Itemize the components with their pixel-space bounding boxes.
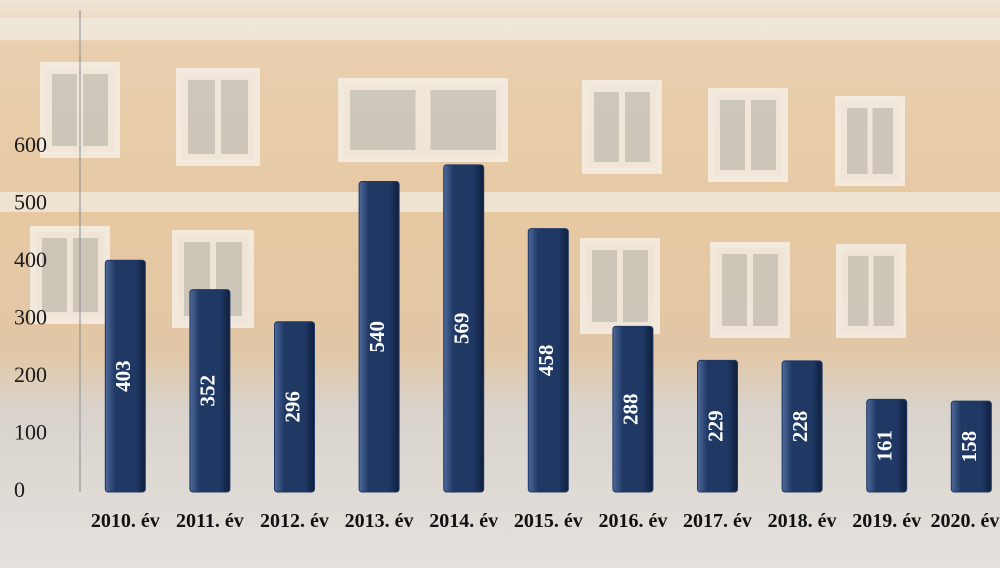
background bbox=[580, 238, 660, 334]
bar bbox=[358, 181, 400, 493]
x-tick-label: 2019. év bbox=[852, 510, 922, 532]
y-tick-label: 300 bbox=[14, 305, 47, 330]
data-label: 161 bbox=[873, 430, 897, 462]
x-tick-label: 2012. év bbox=[260, 510, 329, 532]
data-label: 352 bbox=[196, 375, 220, 407]
background bbox=[0, 18, 1000, 40]
y-tick-label: 400 bbox=[14, 247, 47, 272]
data-label: 229 bbox=[703, 410, 727, 442]
background bbox=[835, 96, 905, 186]
bar bbox=[104, 259, 146, 493]
bar bbox=[950, 400, 992, 493]
data-label: 158 bbox=[957, 431, 981, 463]
x-tick-label: 2011. év bbox=[176, 510, 244, 532]
background bbox=[708, 88, 788, 182]
bar bbox=[612, 325, 654, 493]
data-label: 228 bbox=[788, 411, 812, 443]
y-tick-label: 0 bbox=[14, 477, 25, 502]
x-tick-label: 2017. év bbox=[683, 510, 752, 532]
background bbox=[176, 68, 260, 166]
y-tick-label: 100 bbox=[14, 420, 47, 445]
background bbox=[836, 244, 906, 338]
x-tick-label: 2010. év bbox=[90, 510, 160, 532]
data-label: 403 bbox=[111, 360, 135, 392]
bar bbox=[866, 398, 908, 493]
bar bbox=[189, 289, 231, 493]
x-tick-label: 2016. év bbox=[598, 510, 668, 532]
bar bbox=[781, 360, 823, 493]
x-tick-label: 2015. év bbox=[513, 510, 583, 532]
y-tick-label: 600 bbox=[14, 132, 47, 157]
background bbox=[0, 192, 1000, 212]
data-label: 296 bbox=[280, 391, 304, 423]
bar bbox=[274, 321, 315, 493]
y-tick-label: 200 bbox=[14, 362, 47, 387]
x-tick-label: 2014. év bbox=[429, 510, 499, 532]
data-label: 288 bbox=[619, 393, 643, 425]
background bbox=[710, 242, 790, 338]
background bbox=[30, 226, 110, 324]
x-tick-label: 2013. év bbox=[344, 510, 414, 532]
bar bbox=[697, 359, 738, 493]
bar bbox=[527, 228, 569, 493]
bar bbox=[443, 164, 485, 493]
background bbox=[582, 80, 662, 174]
y-tick-label: 500 bbox=[14, 190, 47, 215]
data-label: 458 bbox=[534, 345, 558, 377]
data-label: 540 bbox=[365, 321, 389, 353]
x-tick-label: 2018. év bbox=[767, 510, 837, 532]
data-label: 569 bbox=[450, 313, 474, 345]
background bbox=[338, 78, 508, 162]
x-tick-label: 2020. év bbox=[930, 510, 1000, 532]
